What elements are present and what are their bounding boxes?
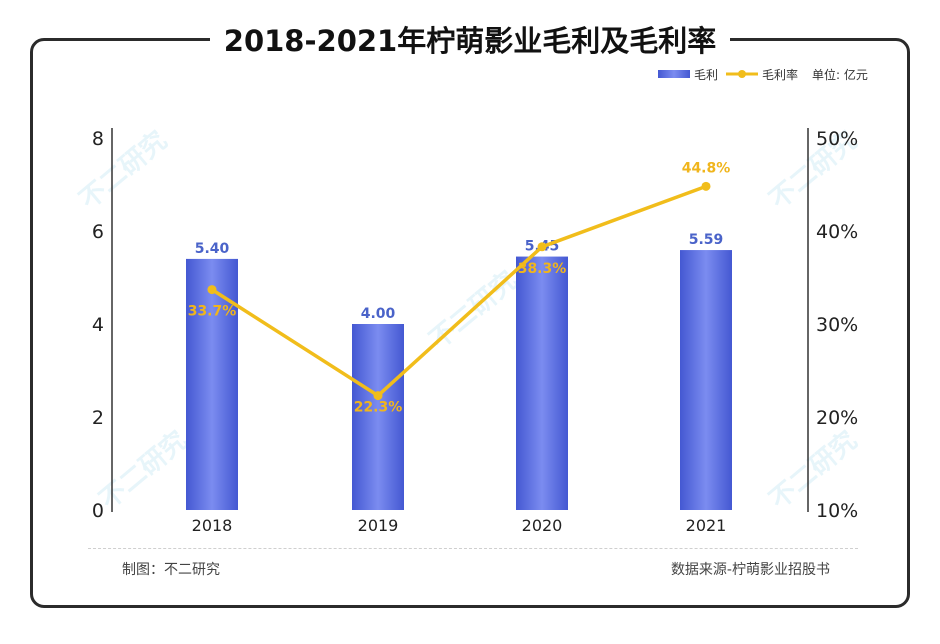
x-axis-tick: 2018 xyxy=(192,516,233,535)
gross-profit-bar xyxy=(352,324,404,510)
gross-margin-rate-label: 38.3% xyxy=(518,261,567,277)
gross-margin-rate-point xyxy=(537,242,547,252)
legend-bar-swatch xyxy=(658,70,690,78)
left-axis-tick: 0 xyxy=(92,500,104,522)
x-axis-tick: 2020 xyxy=(522,516,563,535)
legend-line-marker xyxy=(738,70,746,78)
x-axis-tick: 2019 xyxy=(358,516,399,535)
right-axis-tick: 20% xyxy=(816,407,858,429)
gross-margin-rate-point xyxy=(207,285,217,295)
gross-margin-rate-label: 44.8% xyxy=(682,160,731,176)
gross-margin-rate-label: 22.3% xyxy=(354,400,403,416)
gross-margin-rate-point xyxy=(701,181,711,191)
left-axis-tick: 8 xyxy=(92,128,104,150)
legend-line-label: 毛利率 xyxy=(762,67,798,82)
gross-profit-bar xyxy=(186,258,238,510)
left-axis-tick: 4 xyxy=(92,314,104,336)
gross-profit-label: 5.59 xyxy=(689,232,724,248)
left-axis-tick: 2 xyxy=(92,407,104,429)
right-axis-tick: 30% xyxy=(816,314,858,336)
data-source: 数据来源-柠萌影业招股书 xyxy=(670,562,830,578)
x-axis-tick: 2021 xyxy=(686,516,727,535)
legend-bar-label: 毛利 xyxy=(694,68,718,82)
unit-label: 单位: 亿元 xyxy=(812,67,868,82)
chart-title: 2018-2021年柠萌影业毛利及毛利率 xyxy=(0,18,940,60)
left-axis-tick: 6 xyxy=(92,221,104,243)
right-axis-tick: 10% xyxy=(816,500,858,522)
footer-divider xyxy=(88,548,858,549)
gross-profit-label: 5.40 xyxy=(195,241,230,257)
gross-profit-bar xyxy=(516,256,568,510)
gross-margin-rate-line xyxy=(211,184,707,398)
chart-credit: 制图：不二研究 xyxy=(122,562,220,578)
gross-margin-rate-label: 33.7% xyxy=(188,304,237,320)
right-axis-tick: 40% xyxy=(816,221,858,243)
right-axis-tick: 50% xyxy=(816,128,858,150)
gross-profit-label: 4.00 xyxy=(361,306,396,322)
gross-profit-bar xyxy=(680,250,732,510)
gross-margin-rate-point xyxy=(373,391,383,401)
